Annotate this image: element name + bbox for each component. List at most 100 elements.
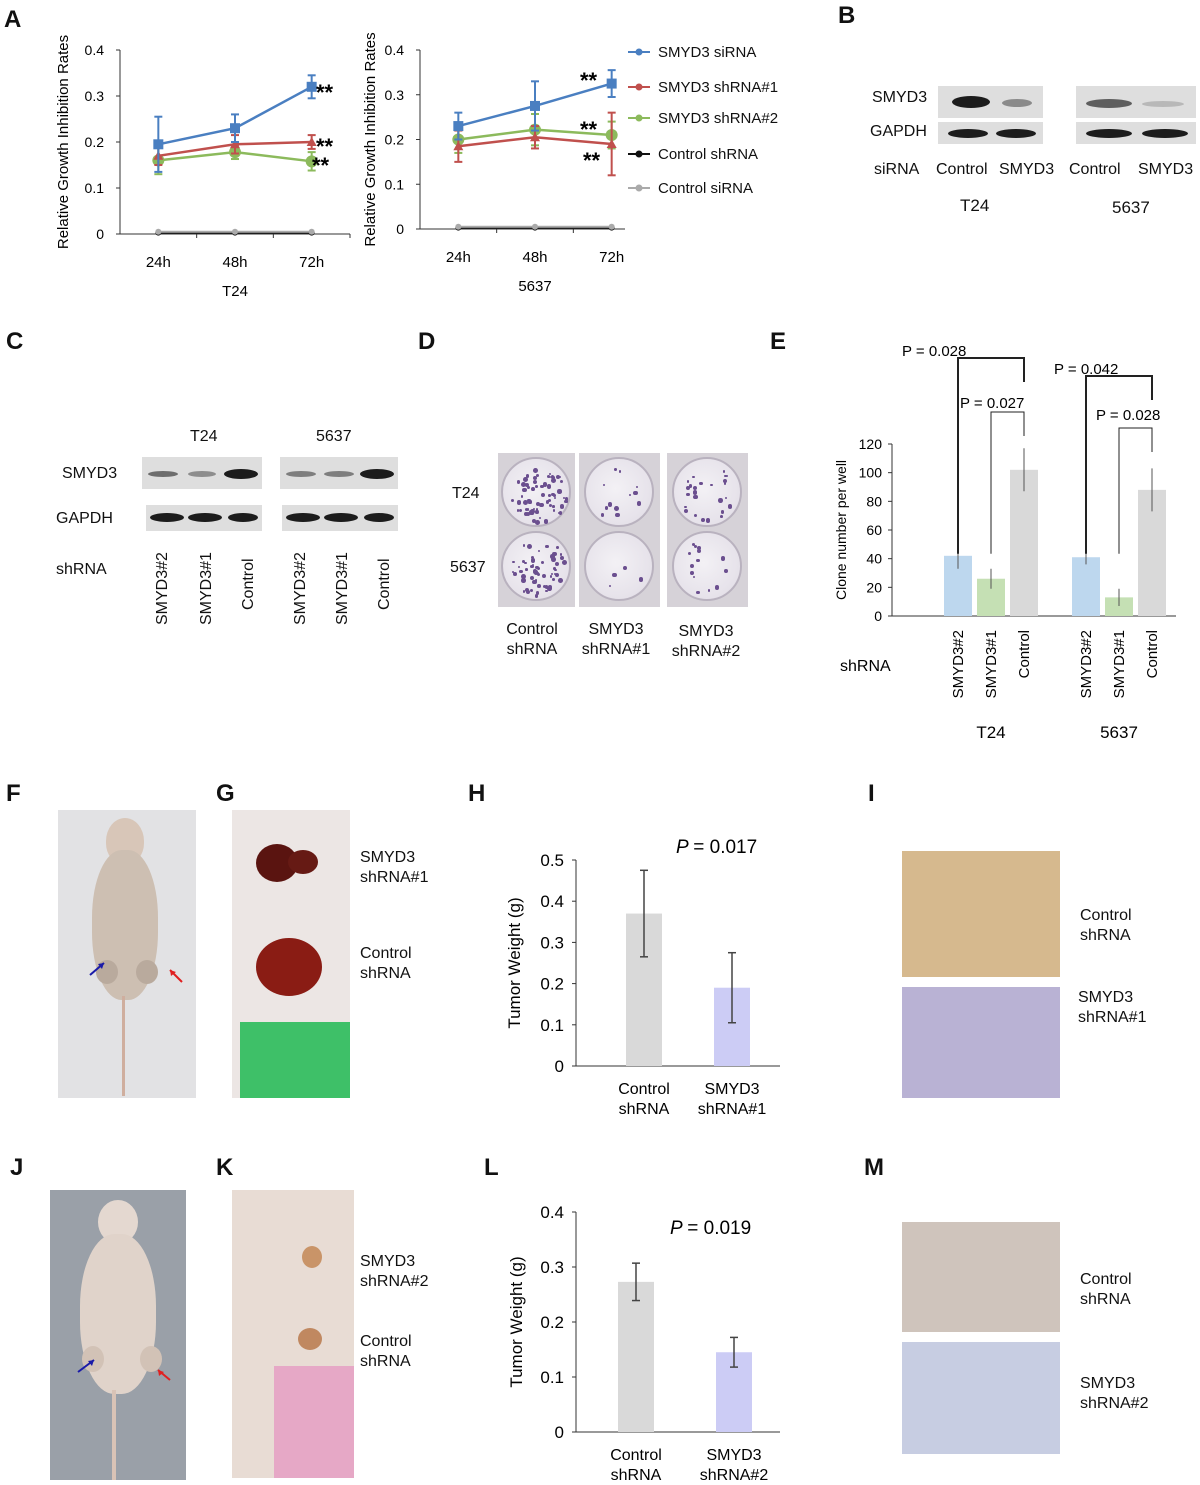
colony-dot (516, 500, 521, 505)
colony-dot (522, 500, 528, 506)
y-tick-label: 0.2 (540, 1313, 564, 1332)
bar (618, 1281, 654, 1432)
significance-mark: ** (316, 80, 334, 105)
blot-c-prefix-shrna: shRNA (56, 561, 107, 578)
colony-plate-shrna2 (667, 453, 748, 607)
colony-dot (528, 501, 531, 504)
data-point (232, 228, 238, 235)
line-chart-5637: 0 0.1 0.2 0.3 0.4 24h 48h 72h 5637 Relative Growt… (362, 32, 625, 295)
y-tick-label: 0.4 (540, 1203, 564, 1222)
x-tick-label: SMYD3 (704, 1081, 759, 1098)
y-tick-label: 0.1 (385, 176, 405, 192)
colony-dot (511, 570, 514, 573)
colony-dot (534, 594, 538, 598)
colony-dot (705, 517, 711, 523)
data-point (230, 123, 240, 134)
data-point (606, 78, 617, 89)
colony-dot (521, 482, 527, 488)
x-tick-label: Control (618, 1081, 670, 1098)
colony-dot (543, 519, 549, 524)
significance-mark: ** (316, 134, 334, 159)
panel-letter-b: B (838, 2, 856, 29)
colony-dot (529, 588, 534, 592)
colony-dot (614, 506, 619, 512)
colony-dot (708, 589, 711, 592)
y-tick-label: 0.2 (85, 134, 105, 150)
colony-dot (689, 563, 695, 569)
tumor-photo-g (232, 810, 350, 1098)
data-point (608, 223, 615, 230)
colony-dot (535, 485, 538, 489)
data-point (455, 223, 462, 230)
colony-dot (536, 573, 540, 577)
colony-dot (554, 568, 558, 572)
x-tick-label: 24h (146, 254, 171, 271)
data-point (530, 132, 540, 142)
significance-mark: ** (312, 153, 330, 178)
y-tick-label: 0.1 (85, 180, 105, 196)
blot-row-label-gapdh: GAPDH (870, 123, 927, 140)
colony-col-control: Control shRNA (506, 621, 558, 658)
colony-dot (714, 585, 720, 590)
x-tick-label: shRNA#2 (700, 1467, 769, 1484)
mouse-photo-f (58, 810, 196, 1098)
p-value-label: P = 0.028 (902, 343, 966, 360)
colony-dot (525, 474, 530, 479)
panel-letter-k: K (216, 1154, 234, 1181)
x-tick-label: Control (610, 1447, 662, 1464)
significance-mark: ** (583, 148, 601, 173)
x-tick-label: SMYD3#1 (983, 630, 1000, 698)
legend-swatch (628, 48, 650, 56)
colony-dot (525, 511, 530, 516)
colony-dot (542, 573, 547, 578)
blot-smyd3-t24 (938, 86, 1043, 118)
blot-c-smyd3-5637 (280, 457, 398, 489)
y-axis-label: Tumor Weight (g) (505, 897, 524, 1028)
colony-dot (694, 545, 698, 549)
data-point (306, 137, 317, 146)
colony-dot (636, 501, 642, 506)
blot-gapdh-5637 (1076, 122, 1196, 144)
y-axis-label: Relative Growth Inhibition Rates (362, 32, 379, 246)
p-value-label: P = 0.017 (676, 837, 757, 858)
data-point (453, 141, 464, 151)
bar (1072, 557, 1100, 616)
bar-chart-clone-number: 0 20 40 60 80 100 120 Clone number per well shRN… (833, 343, 1176, 742)
panel-letter-c: C (6, 328, 24, 355)
colony-row-t24: T24 (452, 485, 480, 502)
colony-dot (549, 473, 552, 476)
colony-dot (531, 558, 536, 563)
p-value-label: P = 0.042 (1054, 361, 1118, 378)
colony-dot (545, 500, 550, 504)
legend-label: SMYD3 siRNA (658, 43, 757, 61)
y-tick-label: 80 (866, 493, 882, 509)
colony-dot (530, 487, 535, 492)
p-value-label: P = 0.019 (670, 1218, 751, 1239)
colony-dot (688, 484, 693, 488)
data-point (230, 139, 240, 149)
colony-dot (550, 575, 553, 578)
colony-dot (552, 551, 557, 556)
y-tick-label: 0.3 (85, 88, 105, 104)
panel-letter-a: A (4, 6, 22, 33)
colony-dot (559, 503, 565, 509)
y-tick-label: 0.1 (540, 1016, 564, 1035)
legend-item: SMYD3 shRNA#2 (626, 106, 778, 130)
colony-dot (547, 586, 552, 591)
y-tick-label: 0.1 (540, 1368, 564, 1387)
x-tick-label: SMYD3 (706, 1447, 761, 1464)
y-axis-label: Tumor Weight (g) (507, 1256, 526, 1387)
p-value-label: P = 0.027 (960, 395, 1024, 412)
y-tick-label: 60 (866, 522, 882, 538)
colony-dot (527, 498, 532, 503)
colony-dot (553, 567, 557, 570)
colony-dot (686, 480, 690, 484)
colony-dot (536, 571, 539, 574)
colony-dot (550, 557, 556, 563)
blot-c-gapdh-5637 (282, 505, 398, 531)
colony-dot (699, 481, 703, 486)
colony-dot (693, 490, 698, 495)
y-tick-label: 0.3 (540, 1258, 564, 1277)
colony-dot (693, 576, 696, 579)
colony-dot (523, 477, 528, 482)
